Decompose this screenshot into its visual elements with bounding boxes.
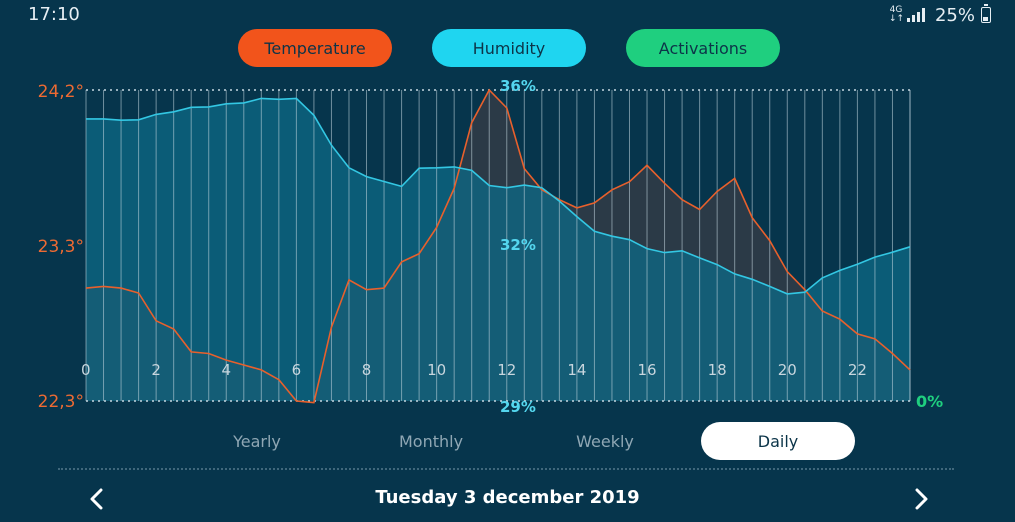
hour-tick-label: 20 <box>778 361 797 379</box>
period-yearly[interactable]: Yearly <box>180 422 334 460</box>
hour-tick-label: 4 <box>221 361 231 379</box>
period-weekly[interactable]: Weekly <box>528 422 682 460</box>
divider <box>58 468 954 470</box>
battery-percentage: 25% <box>934 4 975 26</box>
temp-axis-min: 22,3° <box>38 392 84 412</box>
network-type-label: 4G <box>889 5 903 15</box>
hour-tick-label: 0 <box>81 361 91 379</box>
temp-axis-mid: 23,3° <box>38 237 84 257</box>
chevron-left-icon[interactable] <box>82 484 112 514</box>
hour-tick-label: 8 <box>362 361 372 379</box>
period-selector: Yearly Monthly Weekly Daily <box>0 420 1015 462</box>
tab-humidity[interactable]: Humidity <box>432 29 586 67</box>
data-arrows-icon: ↓↑ <box>888 14 905 24</box>
status-time: 17:10 <box>28 4 80 25</box>
hour-tick-label: 2 <box>151 361 161 379</box>
hour-tick-label: 22 <box>848 361 867 379</box>
hour-tick-label: 6 <box>292 361 302 379</box>
humidity-area <box>86 98 910 401</box>
temp-axis-max: 24,2° <box>38 82 84 102</box>
status-icons: 4G ↓↑ 25% <box>889 3 991 27</box>
hour-tick-label: 10 <box>427 361 446 379</box>
humidity-line <box>86 97 911 295</box>
activations-axis-label: 0% <box>916 392 943 411</box>
hour-tick-label: 12 <box>497 361 516 379</box>
period-daily[interactable]: Daily <box>701 422 855 460</box>
hour-tick-label: 14 <box>567 361 586 379</box>
hour-tick-label: 18 <box>708 361 727 379</box>
hour-tick-label: 16 <box>637 361 656 379</box>
humidity-mid-label: 32% <box>500 236 536 254</box>
humidity-max-label: 36% <box>500 77 536 95</box>
tab-temperature[interactable]: Temperature <box>238 29 392 67</box>
humidity-min-label: 29% <box>500 398 536 416</box>
battery-icon <box>981 4 991 23</box>
tab-activations[interactable]: Activations <box>626 29 780 67</box>
period-monthly[interactable]: Monthly <box>354 422 508 460</box>
metric-tabs: Temperature Humidity Activations <box>0 29 1015 69</box>
date-label: Tuesday 3 december 2019 <box>375 487 640 508</box>
daily-chart: 0 2 4 6 8 10 12 14 16 18 20 22 24,2° 23,3° 22,3° 36… <box>38 77 944 416</box>
network-type-icon: 4G ↓↑ <box>888 5 905 24</box>
signal-strength-icon <box>906 8 925 22</box>
temperature-line <box>85 88 911 404</box>
chevron-right-icon[interactable] <box>906 484 936 514</box>
status-bar: 17:10 4G ↓↑ 25% <box>0 0 1015 30</box>
